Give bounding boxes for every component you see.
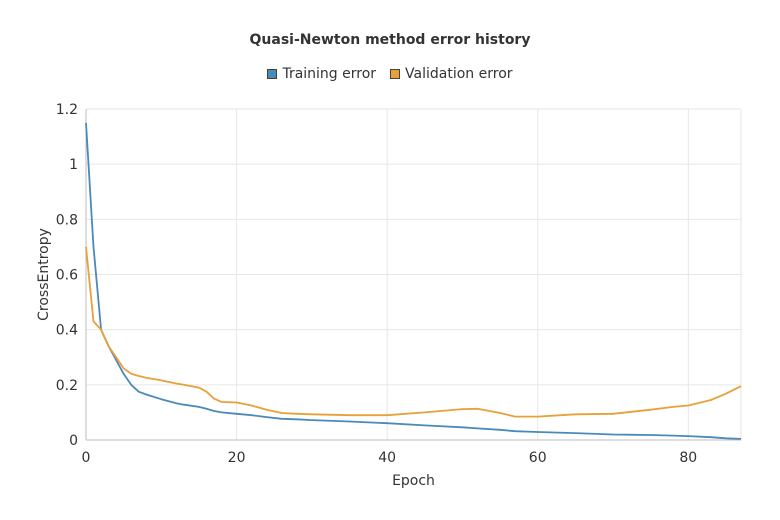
y-tick-label: 0 — [69, 433, 78, 449]
y-axis-title: CrossEntropy — [36, 228, 52, 321]
x-tick-label: 20 — [228, 450, 246, 466]
y-tick-label: 1.2 — [56, 102, 78, 118]
y-tick-label: 1 — [69, 157, 78, 173]
x-axis-title: Epoch — [392, 473, 435, 489]
legend-item-training[interactable]: Training error — [267, 66, 376, 82]
x-tick-label: 40 — [378, 450, 396, 466]
x-tick-label: 60 — [529, 450, 547, 466]
series-line-validation — [85, 246, 742, 418]
x-tick-label: 80 — [679, 450, 697, 466]
series-line-training — [85, 122, 742, 440]
y-tick-label: 0.2 — [56, 378, 78, 394]
legend-item-validation[interactable]: Validation error — [390, 66, 513, 82]
legend-swatch-training — [267, 69, 278, 79]
x-tick-label: 0 — [82, 450, 91, 466]
legend-swatch-validation — [390, 69, 401, 79]
legend-label-training: Training error — [282, 66, 377, 82]
chart-title: Quasi-Newton method error history — [249, 32, 531, 48]
y-tick-label: 0.4 — [56, 323, 78, 339]
y-tick-label: 0.8 — [56, 212, 78, 228]
legend-label-validation: Validation error — [405, 66, 513, 82]
y-tick-label: 0.6 — [56, 268, 78, 284]
legend: Training error Validation error — [0, 66, 780, 82]
